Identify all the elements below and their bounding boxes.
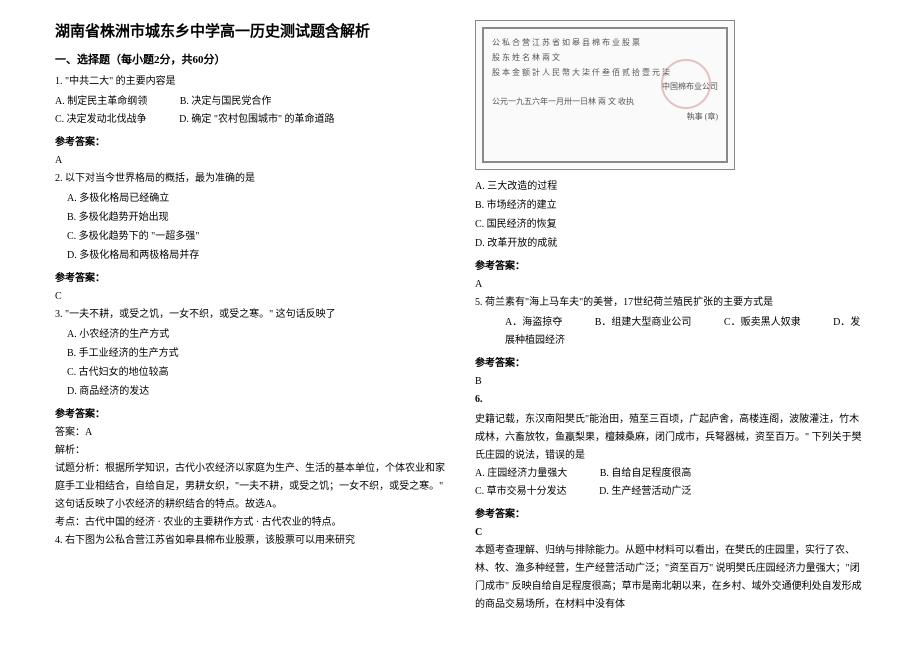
q5-opt-c: C．贩卖黑人奴隶 <box>724 317 801 328</box>
q3-analysis-1: 试题分析：根据所学知识，古代小农经济以家庭为生产、生活的基本单位，个体农业和家庭… <box>55 460 445 514</box>
ref-label-5: 参考答案： <box>475 354 865 369</box>
q3-stem: 3. "一夫不耕，或受之饥，一女不织，或受之寒。" 这句话反映了 <box>55 306 445 324</box>
q4-opt-b: B. 市场经济的建立 <box>475 197 865 215</box>
a4: A <box>475 276 865 294</box>
ref-label-3: 参考答案： <box>55 405 445 420</box>
q5-opt-a: A．海盗掠夺 <box>505 317 562 328</box>
q1-opt-a: A. 制定民主革命纲领 <box>55 96 147 107</box>
page-title: 湖南省株洲市城东乡中学高一历史测试题含解析 <box>55 20 445 41</box>
left-column: 湖南省株洲市城东乡中学高一历史测试题含解析 一、选择题（每小题2分，共60分） … <box>40 20 460 631</box>
q3-opt-b: B. 手工业经济的生产方式 <box>67 345 445 363</box>
section-header: 一、选择题（每小题2分，共60分） <box>55 51 445 67</box>
q3-analysis-2: 考点：古代中国的经济 · 农业的主要耕作方式 · 古代农业的特点。 <box>55 514 445 532</box>
q4-opts: A. 三大改造的过程 B. 市场经济的建立 C. 国民经济的恢复 D. 改革开放… <box>475 178 865 253</box>
q3-opts: A. 小农经济的生产方式 B. 手工业经济的生产方式 C. 古代妇女的地位较高 … <box>67 326 445 401</box>
q4-opt-d: D. 改革开放的成就 <box>475 235 865 253</box>
q5-stem: 5. 荷兰素有"海上马车夫"的美誉，17世纪荷兰殖民扩张的主要方式是 <box>475 294 865 312</box>
right-column: 公 私 合 营 江 苏 省 如 皋 县 棉 布 业 股 票 股 东 姓 名 林 … <box>460 20 880 631</box>
a5: B <box>475 373 865 391</box>
q4-opt-a: A. 三大改造的过程 <box>475 178 865 196</box>
q4-opt-c: C. 国民经济的恢复 <box>475 216 865 234</box>
q1-opts-row2: C. 决定发动北伐战争 D. 确定 "农村包围城市" 的革命道路 <box>55 111 445 129</box>
ref-label-6: 参考答案： <box>475 505 865 520</box>
stamp-icon <box>661 59 711 109</box>
q6-opts-row2: C. 草市交易十分发达 D. 生产经营活动广泛 <box>475 483 865 501</box>
q4-stem: 4. 右下图为公私合营江苏省如皋县棉布业股票，该股票可以用来研究 <box>55 532 445 550</box>
q6-opt-a: A. 庄园经济力量强大 <box>475 468 567 479</box>
q2-opts: A. 多极化格局已经确立 B. 多极化趋势开始出现 C. 多极化趋势下的 "一超… <box>67 190 445 265</box>
q6-num: 6. <box>475 391 865 409</box>
q6-opt-c: C. 草市交易十分发达 <box>475 486 567 497</box>
certificate-inner: 公 私 合 营 江 苏 省 如 皋 县 棉 布 业 股 票 股 东 姓 名 林 … <box>482 27 728 163</box>
a6: C <box>475 524 865 542</box>
a2: C <box>55 288 445 306</box>
q1-opts-row1: A. 制定民主革命纲领 B. 决定与国民党合作 <box>55 93 445 111</box>
q6-opts-row1: A. 庄园经济力量强大 B. 自给自足程度很高 <box>475 465 865 483</box>
q6-analysis: 本题考查理解、归纳与排除能力。从题中材料可以看出，在樊氏的庄园里，实行了农、林、… <box>475 542 865 614</box>
q2-opt-b: B. 多极化趋势开始出现 <box>67 209 445 227</box>
a1: A <box>55 152 445 170</box>
q6-stem: 史籍记载，东汉南阳樊氏"能治田，殖至三百顷，广起庐舍，高楼连阁，波陂灌注，竹木成… <box>475 411 865 465</box>
q5-opt-b: B．组建大型商业公司 <box>595 317 692 328</box>
a3: 答案：A <box>55 424 445 442</box>
cert-l6: 執事 (章) <box>492 111 718 124</box>
ref-label-2: 参考答案： <box>55 269 445 284</box>
q5-opts: A．海盗掠夺 B．组建大型商业公司 C．贩卖黑人奴隶 D．发展种植园经济 <box>505 314 865 350</box>
q2-stem: 2. 以下对当今世界格局的概括，最为准确的是 <box>55 170 445 188</box>
certificate-image: 公 私 合 营 江 苏 省 如 皋 县 棉 布 业 股 票 股 东 姓 名 林 … <box>475 20 735 170</box>
q1-stem: 1. "中共二大" 的主要内容是 <box>55 73 445 91</box>
q2-opt-d: D. 多极化格局和两极格局并存 <box>67 247 445 265</box>
q1-opt-b: B. 决定与国民党合作 <box>180 96 272 107</box>
q3-opt-a: A. 小农经济的生产方式 <box>67 326 445 344</box>
q1-opt-c: C. 决定发动北伐战争 <box>55 114 147 125</box>
q1-opt-d: D. 确定 "农村包围城市" 的革命道路 <box>179 114 334 125</box>
jx-label: 解析： <box>55 442 445 460</box>
q6-opt-d: D. 生产经营活动广泛 <box>599 486 691 497</box>
q2-opt-a: A. 多极化格局已经确立 <box>67 190 445 208</box>
q6-opt-b: B. 自给自足程度很高 <box>600 468 692 479</box>
cert-l1: 公 私 合 营 江 苏 省 如 皋 县 棉 布 业 股 票 <box>492 37 718 50</box>
q3-opt-c: C. 古代妇女的地位较高 <box>67 364 445 382</box>
q3-opt-d: D. 商品经济的发达 <box>67 383 445 401</box>
ref-label-1: 参考答案： <box>55 133 445 148</box>
q2-opt-c: C. 多极化趋势下的 "一超多强" <box>67 228 445 246</box>
ref-label-4: 参考答案： <box>475 257 865 272</box>
